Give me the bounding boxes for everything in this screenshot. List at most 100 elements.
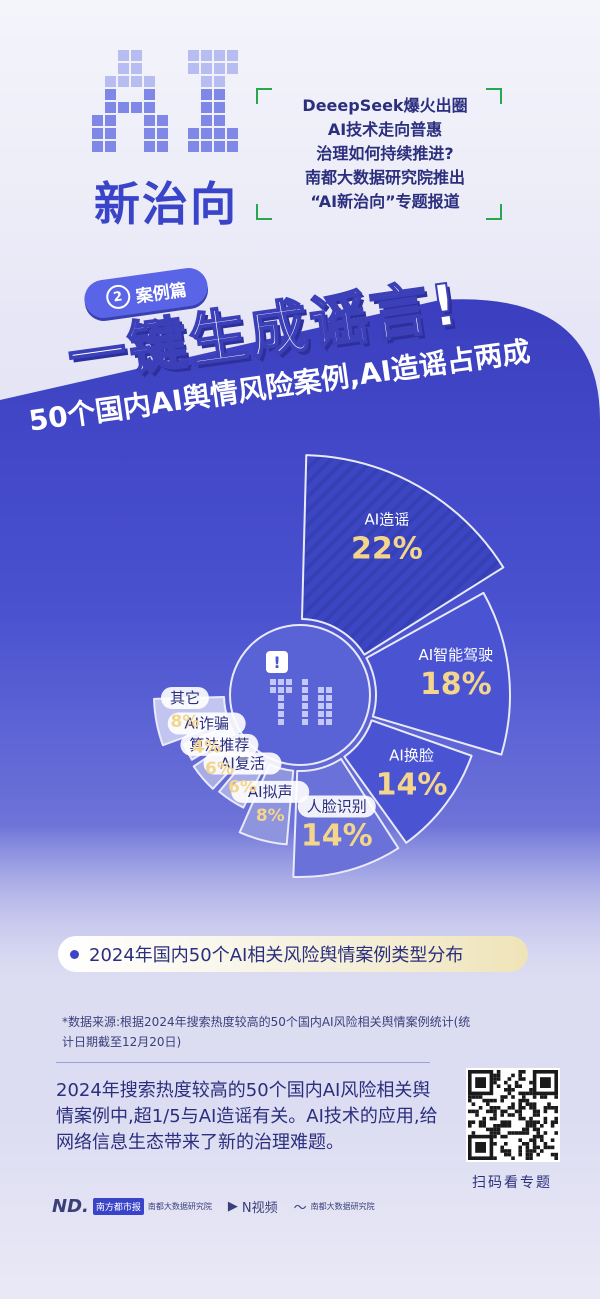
qr-module [493, 1127, 497, 1132]
intro-line: AI技术走向普惠 [327, 120, 443, 139]
pixel [278, 711, 284, 717]
qr-module [525, 1120, 530, 1124]
label-pill [160, 686, 209, 709]
qr-module [504, 1080, 508, 1085]
label-pill [203, 752, 282, 775]
nandu-logo: ND. 南方都市报 南都大数据研究院 [52, 1196, 212, 1217]
qr-module [468, 1095, 472, 1099]
qr-module [536, 1127, 540, 1132]
qr-module [554, 1120, 558, 1124]
pixel [302, 695, 308, 701]
qr-module [493, 1080, 497, 1085]
play-icon: ▶ [227, 1199, 238, 1214]
qr-module [504, 1088, 508, 1092]
qr-module [543, 1142, 548, 1146]
pixel [318, 711, 324, 717]
pixel [286, 687, 292, 693]
qr-module [482, 1124, 486, 1128]
qr-module [486, 1098, 490, 1103]
chart-caption: 2024年国内50个AI相关风险舆情案例类型分布 [58, 936, 528, 972]
label-pill [180, 733, 259, 756]
qr-module [468, 1109, 472, 1114]
qr-module [550, 1124, 555, 1128]
qr-module [518, 1106, 522, 1110]
value-label: 4% [192, 738, 221, 758]
value-label: 14% [376, 768, 448, 803]
bracket-top-right [486, 88, 502, 104]
qr-module [554, 1152, 558, 1157]
qr-module [504, 1095, 508, 1099]
qr-module [522, 1098, 526, 1103]
qr-module [532, 1109, 537, 1114]
qr-module [493, 1113, 497, 1117]
qr-module [500, 1149, 504, 1153]
qr-module [547, 1145, 551, 1150]
qr-module [525, 1149, 530, 1153]
qr-module [500, 1124, 504, 1128]
qr-module [500, 1098, 504, 1103]
qr-module [518, 1116, 522, 1121]
qr-module [518, 1073, 522, 1078]
qr-module [504, 1149, 508, 1153]
qr-module [489, 1109, 494, 1114]
qr-module [543, 1145, 548, 1150]
nd-sub: 南方都市报 [92, 1198, 144, 1215]
qr-module [554, 1131, 558, 1135]
qr-module [471, 1102, 476, 1106]
qr-module [536, 1131, 540, 1135]
qr-module [547, 1106, 551, 1110]
value-label: 8% [256, 806, 285, 826]
divider [56, 1062, 430, 1063]
qr-module [489, 1127, 494, 1132]
qr-module [525, 1102, 530, 1106]
qr-module [518, 1131, 522, 1135]
nd-mark: ND. [52, 1196, 89, 1217]
qr-module [511, 1131, 515, 1135]
qr-module [482, 1098, 486, 1103]
qr-module [478, 1106, 483, 1110]
qr-module [518, 1098, 522, 1103]
qr-module [493, 1077, 497, 1081]
category-label: 其它 [170, 689, 200, 707]
qr-module [496, 1084, 501, 1088]
qr-module [529, 1088, 533, 1092]
qr-module [522, 1091, 526, 1096]
data-source-note: *数据来源:根据2024年搜索热度较高的50个国内AI风险相关舆情案例统计(统计… [62, 1015, 471, 1049]
qr-module [514, 1084, 519, 1088]
qr-module [493, 1156, 497, 1160]
qr-code[interactable] [466, 1068, 560, 1162]
qr-module [532, 1138, 537, 1142]
qr-module [504, 1124, 508, 1128]
risk-type-chart: AI造谣 22% AI智能驾驶 18% AI换脸 14% 人脸识别 14% AI拟声 8% AI复活… [153, 454, 511, 878]
pixel [302, 719, 308, 725]
qr-module [475, 1095, 479, 1099]
qr-module [507, 1106, 512, 1110]
pixel [326, 703, 332, 709]
qr-module [522, 1116, 526, 1121]
pixel [278, 719, 284, 725]
qr-module [536, 1109, 540, 1114]
research-label: 南都大数据研究院 [310, 1202, 375, 1211]
qr-module [496, 1124, 501, 1128]
qr-module [507, 1131, 512, 1135]
label-pill [167, 712, 246, 735]
qr-module [529, 1080, 533, 1085]
qr-module [511, 1088, 515, 1092]
qr-module [468, 1098, 472, 1103]
qr-module [532, 1106, 537, 1110]
category-label: AI诈骗 [184, 715, 229, 733]
intro-text-block: DeeepSeek爆火出圈 AI技术走向普惠 治理如何持续推进? 南都大数据研究… [270, 94, 500, 214]
qr-module [550, 1138, 555, 1142]
qr-module [471, 1120, 476, 1124]
qr-module [529, 1091, 533, 1096]
intro-line: “AI新治向”专题报道 [310, 192, 460, 211]
qr-module [525, 1145, 530, 1150]
qr-module [522, 1127, 526, 1132]
qr-module [554, 1116, 558, 1121]
wave-icon: 〜 [293, 1201, 307, 1216]
pixel [286, 679, 292, 685]
qr-module [507, 1077, 512, 1081]
nvideo-logo: ▶ N视频 [228, 1197, 278, 1216]
qr-module [511, 1102, 515, 1106]
qr-module [540, 1149, 544, 1153]
